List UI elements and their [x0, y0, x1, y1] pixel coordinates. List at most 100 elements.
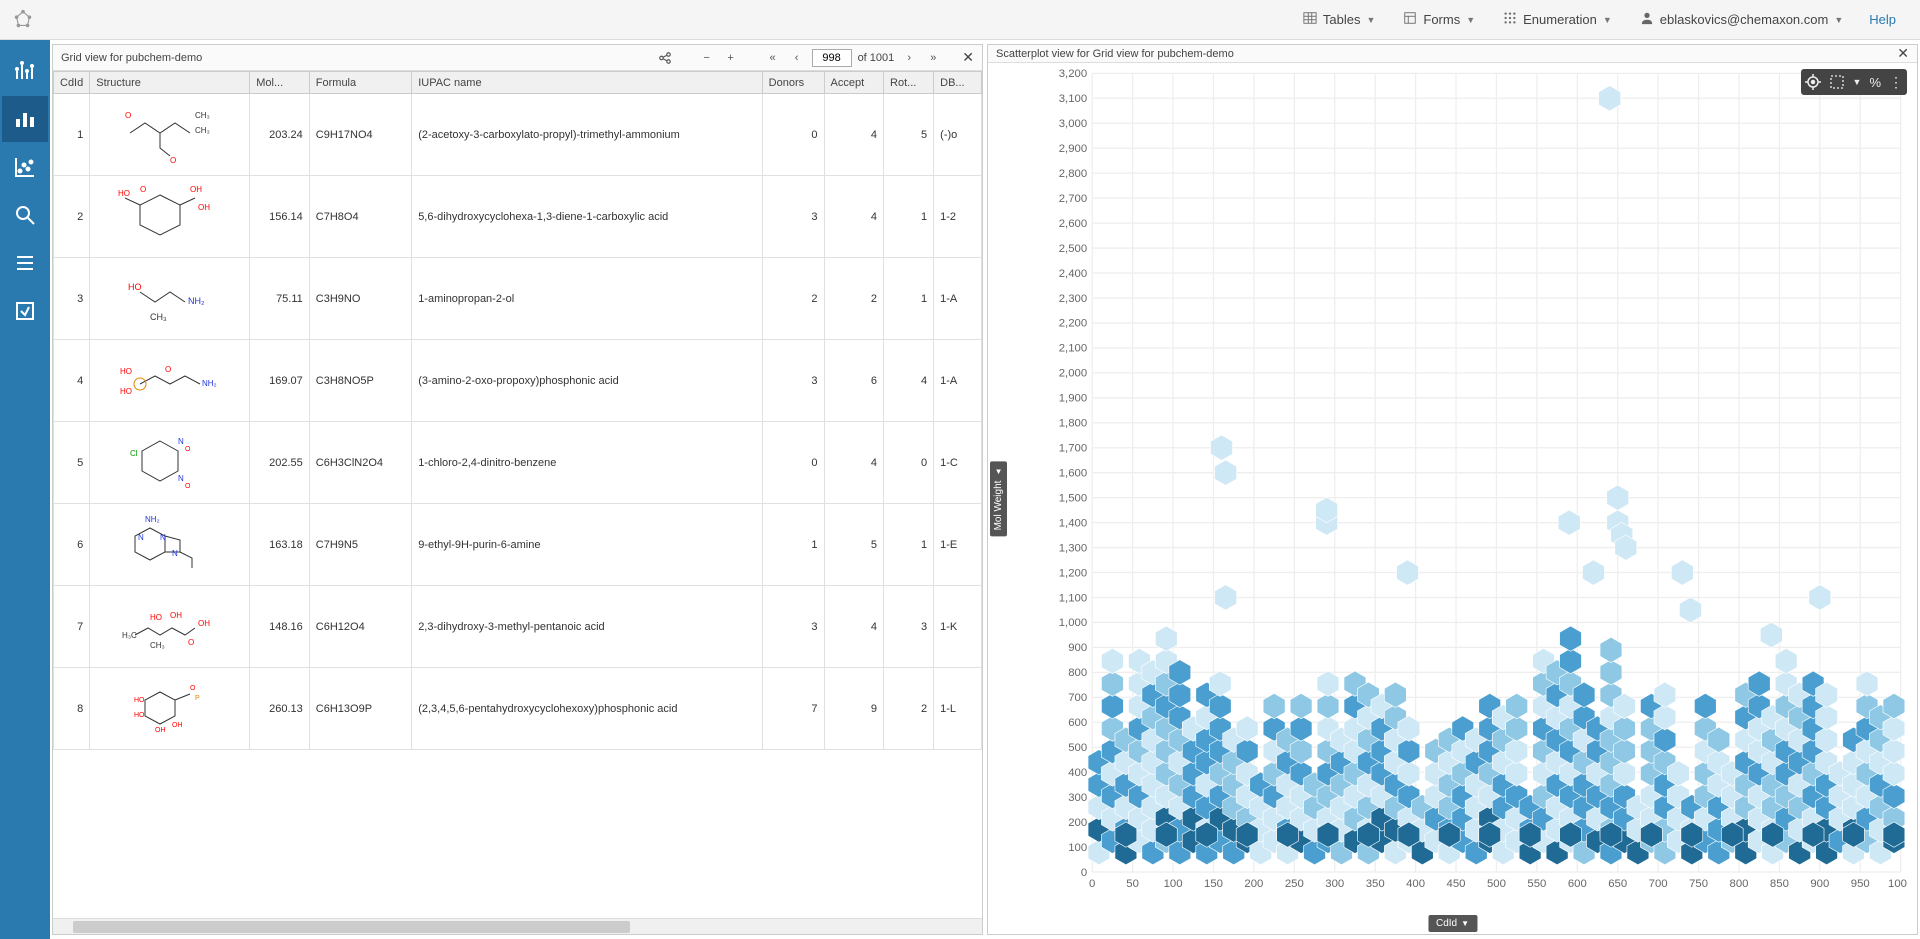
svg-text:OH: OH	[170, 611, 182, 620]
table-row[interactable]: 7H₃CHOOHOHCH₃O148.16C6H12O42,3-dihydroxy…	[54, 586, 982, 668]
cell-formula: C3H8NO5P	[309, 340, 411, 422]
column-header[interactable]: Mol...	[250, 72, 310, 94]
cell-db: 1-C	[934, 422, 982, 504]
svg-text:2,200: 2,200	[1059, 318, 1087, 330]
cell-donors: 0	[762, 422, 824, 504]
sidebar-scatter-icon[interactable]	[2, 144, 48, 190]
svg-text:O: O	[165, 365, 171, 374]
table-row[interactable]: 3HONH₂CH₃75.11C3H9NO1-aminopropan-2-ol22…	[54, 258, 982, 340]
svg-text:O: O	[125, 111, 131, 120]
cell-rot: 5	[884, 94, 934, 176]
cell-accept: 4	[824, 586, 884, 668]
sidebar-list-icon[interactable]	[2, 240, 48, 286]
column-header[interactable]: Formula	[309, 72, 411, 94]
x-axis-selector[interactable]: CdId ▼	[1428, 915, 1477, 932]
cell-db: 1-L	[934, 668, 982, 750]
enumeration-icon	[1503, 11, 1517, 28]
svg-text:700: 700	[1649, 879, 1668, 891]
cell-iupac: (2,3,4,5,6-pentahydroxycyclohexoxy)phosp…	[412, 668, 762, 750]
svg-text:950: 950	[1851, 879, 1870, 891]
table-row[interactable]: 5ClNONO202.55C6H3ClN2O41-chloro-2,4-dini…	[54, 422, 982, 504]
svg-text:200: 200	[1244, 879, 1263, 891]
page-prev-icon[interactable]: ‹	[788, 49, 806, 67]
close-icon[interactable]: ✕	[962, 49, 974, 66]
cell-accept: 5	[824, 504, 884, 586]
svg-text:N: N	[172, 549, 178, 558]
y-axis-selector[interactable]: Mol Weight ▲	[990, 461, 1007, 536]
menu-forms[interactable]: Forms ▼	[1389, 11, 1489, 28]
chart-area[interactable]: 01002003004005006007008009001,0001,1001,…	[1048, 67, 1907, 904]
svg-text:100: 100	[1164, 879, 1183, 891]
horizontal-scrollbar[interactable]	[53, 918, 982, 934]
cell-structure: HOHOONH₂	[90, 340, 250, 422]
column-header[interactable]: Donors	[762, 72, 824, 94]
cell-donors: 3	[762, 586, 824, 668]
page-first-icon[interactable]: «	[764, 49, 782, 67]
column-header[interactable]: DB...	[934, 72, 982, 94]
svg-text:HO: HO	[134, 712, 145, 719]
menu-tables[interactable]: Tables ▼	[1289, 11, 1390, 28]
cell-rot: 4	[884, 340, 934, 422]
table-row[interactable]: 8HOHOOHOHOP260.13C6H13O9P(2,3,4,5,6-pent…	[54, 668, 982, 750]
svg-text:2,800: 2,800	[1059, 168, 1087, 180]
svg-text:2,500: 2,500	[1059, 243, 1087, 255]
column-header[interactable]: Structure	[90, 72, 250, 94]
svg-text:2,100: 2,100	[1059, 343, 1087, 355]
top-toolbar: Tables ▼ Forms ▼ Enumeration ▼ eblaskovi…	[0, 0, 1920, 40]
help-link[interactable]: Help	[1857, 12, 1908, 27]
table-row[interactable]: 1OCH₃CH₃O203.24C9H17NO4(2-acetoxy-3-carb…	[54, 94, 982, 176]
cell-iupac: 1-aminopropan-2-ol	[412, 258, 762, 340]
svg-text:50: 50	[1126, 879, 1139, 891]
cell-mw: 169.07	[250, 340, 310, 422]
caret-down-icon: ▼	[1834, 15, 1843, 25]
cell-cdid: 3	[54, 258, 90, 340]
target-icon[interactable]	[1805, 74, 1821, 90]
cell-iupac: (2-acetoxy-3-carboxylato-propyl)-trimeth…	[412, 94, 762, 176]
cell-formula: C9H17NO4	[309, 94, 411, 176]
cell-iupac: 5,6-dihydroxycyclohexa-1,3-diene-1-carbo…	[412, 176, 762, 258]
svg-text:2,000: 2,000	[1059, 368, 1087, 380]
menu-user-label: eblaskovics@chemaxon.com	[1660, 12, 1829, 27]
zoom-out-icon[interactable]: −	[698, 49, 716, 67]
scatter-panel: Scatterplot view for Grid view for pubch…	[987, 44, 1918, 935]
column-header[interactable]: Rot...	[884, 72, 934, 94]
select-icon[interactable]	[1829, 74, 1845, 90]
cell-cdid: 8	[54, 668, 90, 750]
cell-rot: 2	[884, 668, 934, 750]
cell-mw: 156.14	[250, 176, 310, 258]
column-header[interactable]: Accept	[824, 72, 884, 94]
column-header[interactable]: CdId	[54, 72, 90, 94]
svg-text:1,900: 1,900	[1059, 393, 1087, 405]
cell-cdid: 5	[54, 422, 90, 504]
caret-down-icon[interactable]: ▼	[1853, 77, 1862, 87]
svg-text:1,800: 1,800	[1059, 418, 1087, 430]
svg-text:600: 600	[1068, 717, 1087, 729]
page-next-icon[interactable]: ›	[900, 49, 918, 67]
cell-cdid: 4	[54, 340, 90, 422]
table-row[interactable]: 2HOOOHOH156.14C7H8O45,6-dihydroxycyclohe…	[54, 176, 982, 258]
zoom-in-icon[interactable]: +	[722, 49, 740, 67]
sidebar-barchart-icon[interactable]	[2, 96, 48, 142]
page-last-icon[interactable]: »	[924, 49, 942, 67]
table-row[interactable]: 6NH₂NNN163.18C7H9N59-ethyl-9H-purin-6-am…	[54, 504, 982, 586]
svg-text:NH₂: NH₂	[145, 515, 160, 524]
svg-text:O: O	[185, 483, 191, 490]
menu-user[interactable]: eblaskovics@chemaxon.com ▼	[1626, 11, 1857, 28]
page-input[interactable]	[812, 49, 852, 67]
table-row[interactable]: 4HOHOONH₂169.07C3H8NO5P(3-amino-2-oxo-pr…	[54, 340, 982, 422]
svg-text:CH₃: CH₃	[150, 641, 165, 650]
sidebar-search-icon[interactable]	[2, 192, 48, 238]
sidebar-export-icon[interactable]	[2, 288, 48, 334]
more-icon[interactable]: ⋮	[1889, 74, 1903, 91]
grid-panel: Grid view for pubchem-demo − + « ‹ of 10…	[52, 44, 983, 935]
sidebar-analytics-icon[interactable]	[2, 48, 48, 94]
grid-body[interactable]: CdIdStructureMol...FormulaIUPAC nameDono…	[53, 71, 982, 918]
cell-donors: 0	[762, 94, 824, 176]
percent-icon[interactable]: %	[1869, 75, 1881, 90]
column-header[interactable]: IUPAC name	[412, 72, 762, 94]
share-icon[interactable]	[656, 49, 674, 67]
close-icon[interactable]: ✕	[1897, 45, 1909, 62]
svg-text:1,100: 1,100	[1059, 593, 1087, 605]
caret-down-icon: ▼	[1461, 919, 1469, 928]
menu-enumeration[interactable]: Enumeration ▼	[1489, 11, 1626, 28]
